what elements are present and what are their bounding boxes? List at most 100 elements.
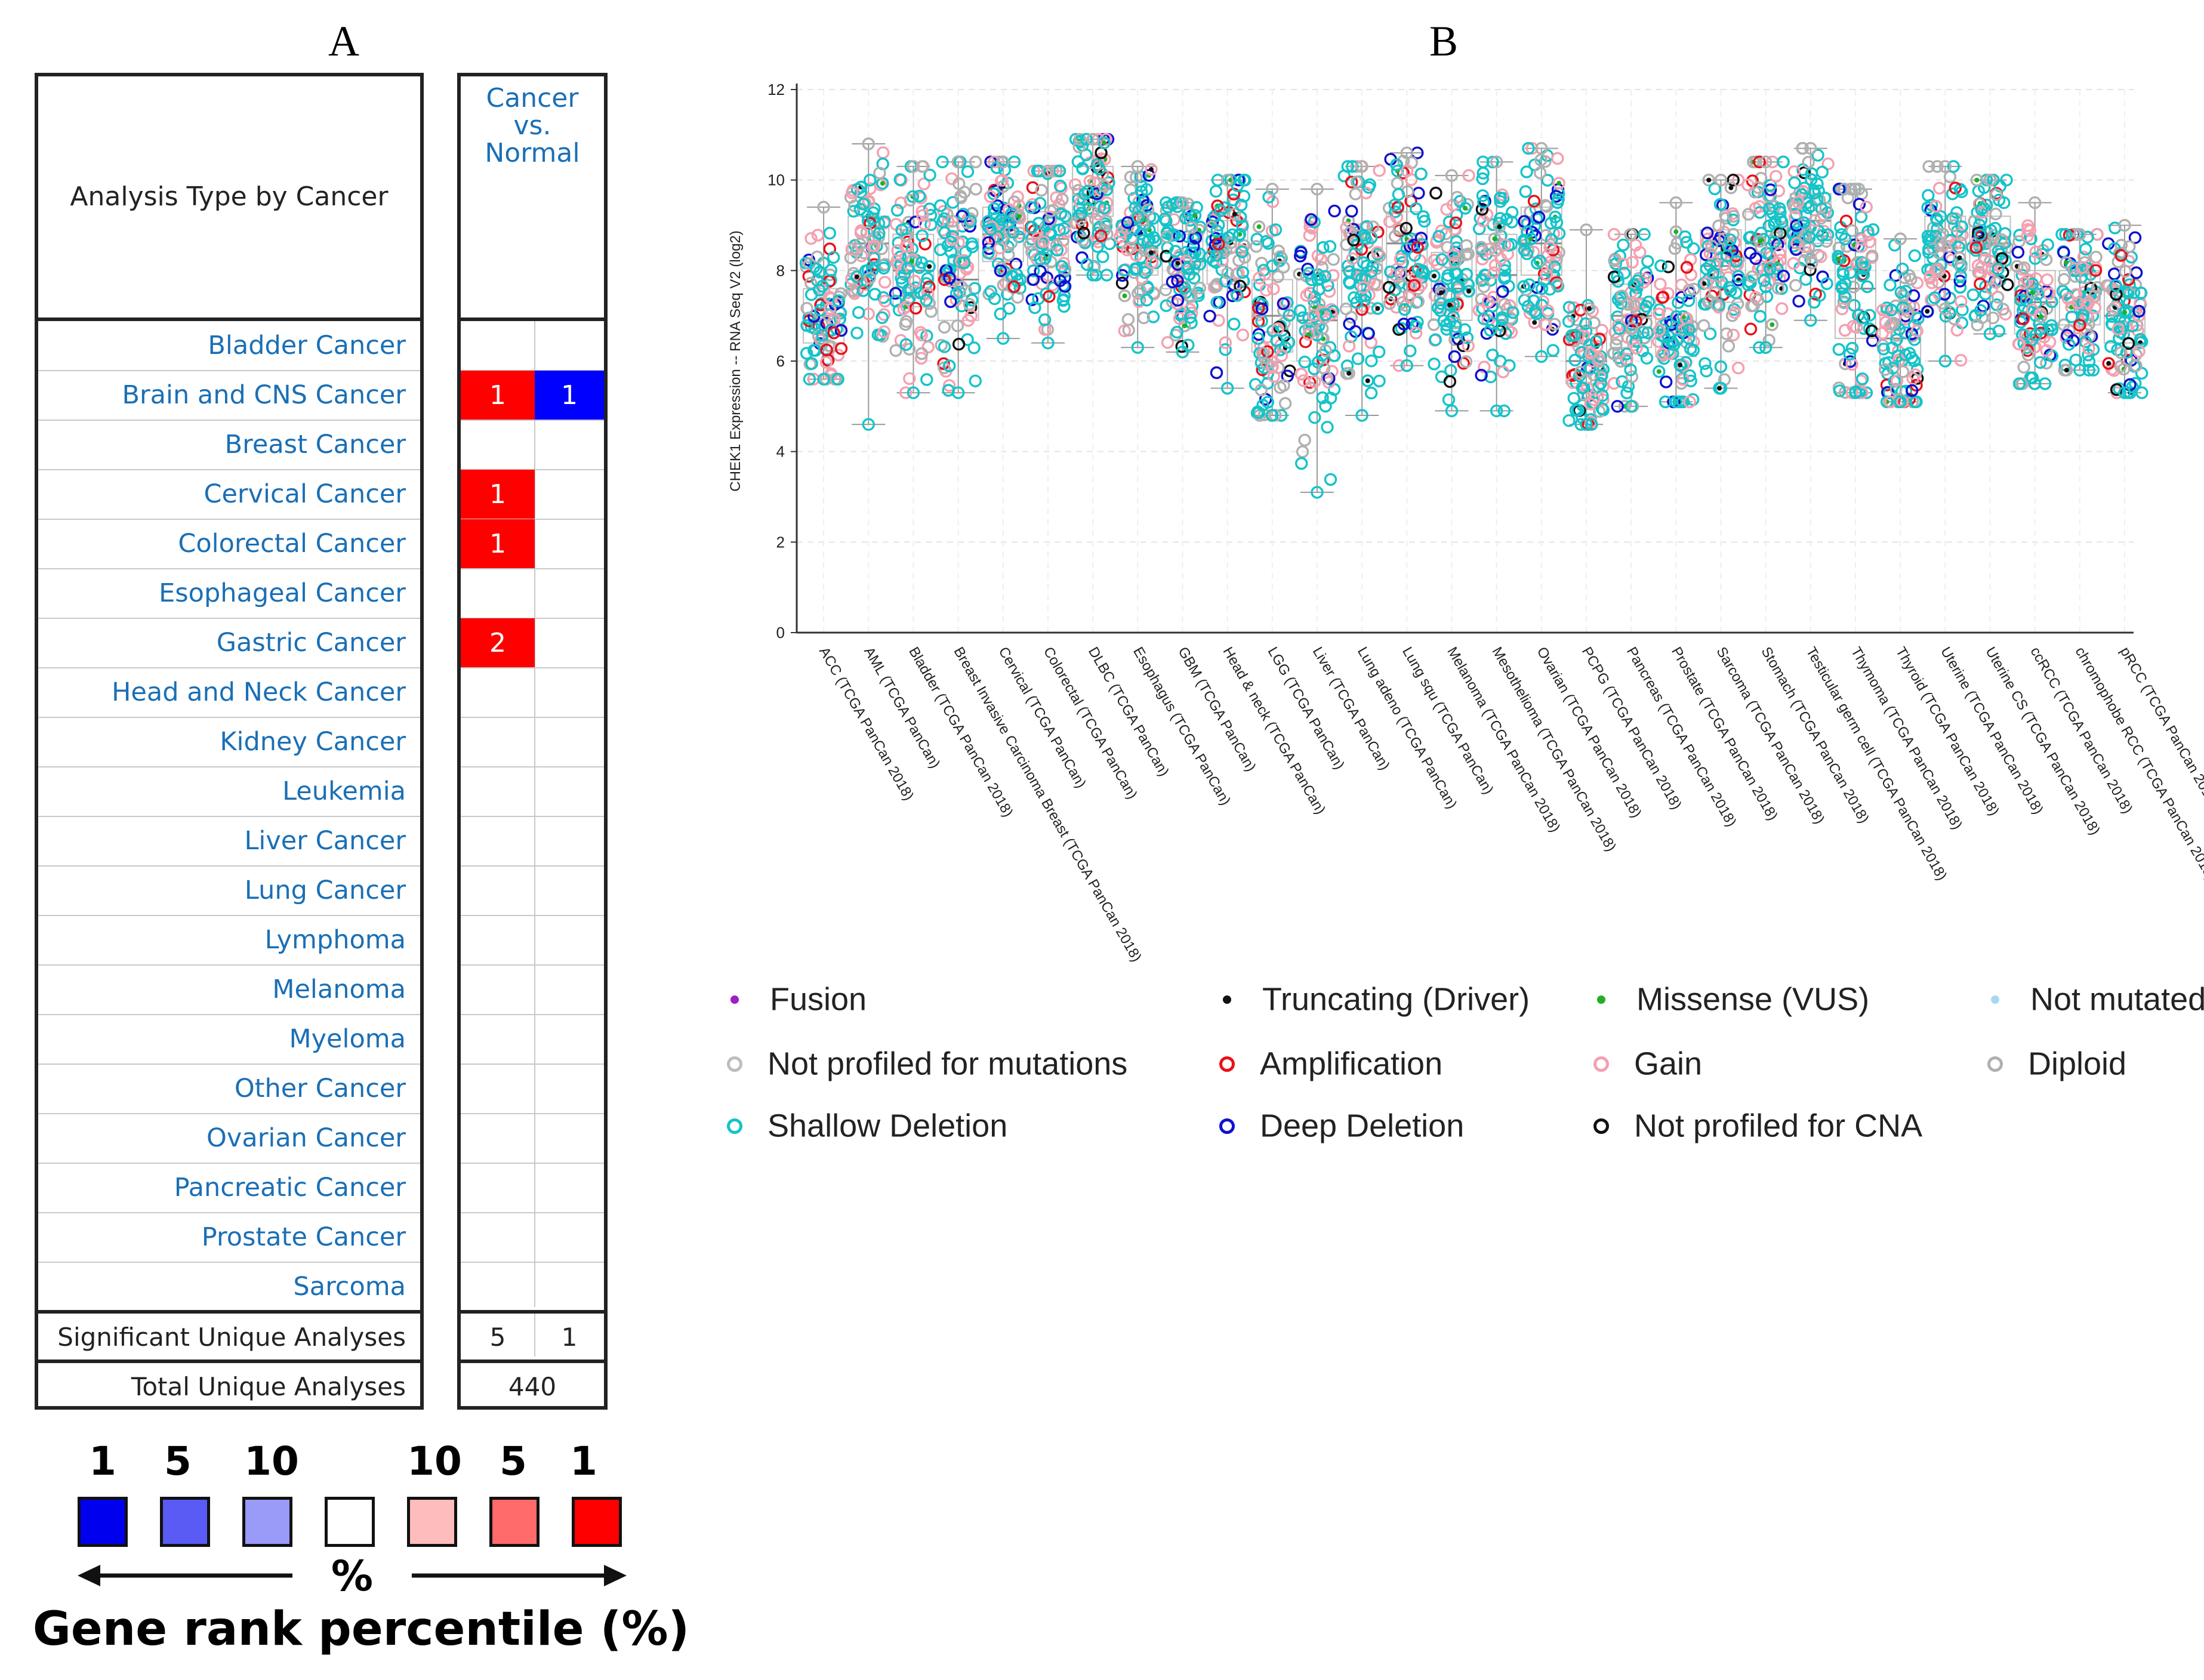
y-tick-label: 0 xyxy=(776,624,785,642)
category-group[interactable]: Breast Invasive Carcinoma Breast (TCGA P… xyxy=(934,155,1145,964)
cancer-label[interactable]: Head and Neck Cancer xyxy=(112,677,406,707)
data-point xyxy=(1838,323,1852,337)
cancer-label[interactable]: Liver Cancer xyxy=(244,826,406,856)
scale-swatch xyxy=(78,1497,128,1547)
data-point xyxy=(1221,266,1234,280)
cancer-label[interactable]: Cervical Cancer xyxy=(204,479,406,509)
cancer-label[interactable]: Ovarian Cancer xyxy=(206,1123,406,1153)
overexpression-cell[interactable]: 1 xyxy=(461,371,535,420)
data-point xyxy=(1327,269,1340,282)
data-point xyxy=(1099,214,1113,228)
data-point xyxy=(1938,160,1952,173)
data-point xyxy=(1130,262,1143,275)
underexpression-cell[interactable]: 1 xyxy=(535,371,604,420)
data-point xyxy=(1149,235,1162,248)
data-point xyxy=(895,223,908,237)
legend-label: Not profiled for mutations xyxy=(767,1046,1128,1082)
cancer-label[interactable]: Other Cancer xyxy=(234,1074,406,1103)
data-point xyxy=(1371,302,1385,315)
data-point xyxy=(2067,228,2081,241)
data-point xyxy=(1437,314,1451,328)
data-point xyxy=(864,174,877,187)
data-point xyxy=(1262,237,1275,250)
y-tick-label: 8 xyxy=(776,261,785,279)
data-point xyxy=(1210,366,1223,380)
data-point xyxy=(1442,393,1456,406)
cancer-label[interactable]: Sarcoma xyxy=(293,1272,406,1302)
data-point xyxy=(860,226,874,239)
data-point xyxy=(1351,268,1364,281)
cancer-label[interactable]: Melanoma xyxy=(272,975,406,1004)
data-point xyxy=(827,326,840,340)
data-point xyxy=(1411,241,1424,254)
data-point xyxy=(1699,357,1712,370)
data-point xyxy=(1607,377,1621,390)
data-point xyxy=(1027,164,1040,178)
overexpression-cell[interactable]: 2 xyxy=(461,618,535,668)
header-line-vs: vs. xyxy=(513,110,551,141)
data-point xyxy=(924,218,938,232)
data-point xyxy=(1910,324,1924,338)
data-point xyxy=(1480,327,1493,340)
data-point xyxy=(862,137,875,150)
cancer-label[interactable]: Esophageal Cancer xyxy=(159,578,406,608)
data-point xyxy=(1435,253,1448,266)
data-point xyxy=(1400,221,1413,235)
mutation-dot xyxy=(1757,239,1762,244)
data-point xyxy=(1995,233,2008,246)
overexpression-cell[interactable]: 1 xyxy=(461,470,535,519)
data-point xyxy=(1383,297,1397,310)
data-point xyxy=(1995,252,2009,265)
data-point xyxy=(1969,241,1983,254)
data-point xyxy=(1462,169,1475,182)
data-point xyxy=(1775,215,1789,229)
data-point xyxy=(1972,227,1985,240)
cancer-label[interactable]: Colorectal Cancer xyxy=(178,529,406,559)
data-point xyxy=(2117,362,2131,376)
data-point xyxy=(1843,347,1857,360)
data-point xyxy=(1896,263,1909,276)
cancer-label[interactable]: Gastric Cancer xyxy=(216,628,406,658)
data-point xyxy=(1764,183,1777,196)
legend-label: Missense (VUS) xyxy=(1636,981,1870,1018)
cancer-label[interactable]: Brain and CNS Cancer xyxy=(122,380,406,410)
data-point xyxy=(1627,278,1641,291)
cancer-label[interactable]: Lung Cancer xyxy=(244,876,406,905)
data-point xyxy=(878,276,892,289)
legend-marker xyxy=(1987,1056,2003,1072)
cancer-label[interactable]: Prostate Cancer xyxy=(201,1222,406,1252)
cancer-label[interactable]: Pancreatic Cancer xyxy=(174,1173,406,1203)
data-point xyxy=(1251,332,1265,345)
data-point xyxy=(944,263,957,276)
data-point xyxy=(915,205,929,218)
legend-item: Fusion xyxy=(727,979,867,1018)
data-point xyxy=(1486,155,1499,169)
data-point xyxy=(1808,295,1821,309)
data-point xyxy=(1721,249,1734,263)
data-point xyxy=(1953,251,1966,264)
cancer-label[interactable]: Lymphoma xyxy=(264,925,406,955)
row-divider xyxy=(461,964,604,966)
data-point xyxy=(1026,181,1040,195)
data-point xyxy=(1753,341,1766,354)
data-point xyxy=(1687,282,1700,296)
cancer-label[interactable]: Myeloma xyxy=(289,1024,406,1054)
data-point xyxy=(1595,369,1608,382)
data-point xyxy=(1228,317,1241,331)
category-group[interactable]: chromophobe RCC (TCGA PanCan 2018) xyxy=(2055,227,2204,883)
cancer-label[interactable]: Kidney Cancer xyxy=(220,727,406,757)
data-point xyxy=(1190,201,1203,214)
mutation-dot xyxy=(2122,310,2128,315)
cancer-label[interactable]: Breast Cancer xyxy=(224,430,406,460)
data-point xyxy=(1662,260,1675,273)
data-point xyxy=(1308,215,1321,229)
overexpression-cell[interactable]: 1 xyxy=(461,519,535,569)
data-point xyxy=(1414,167,1428,181)
data-point xyxy=(1027,264,1040,278)
data-point xyxy=(1315,322,1329,335)
data-point xyxy=(1706,266,1720,279)
cancer-label[interactable]: Bladder Cancer xyxy=(208,331,406,360)
data-point xyxy=(1679,312,1693,325)
cancer-label[interactable]: Leukemia xyxy=(282,776,406,806)
legend-item: Shallow Deletion xyxy=(727,1105,1007,1145)
